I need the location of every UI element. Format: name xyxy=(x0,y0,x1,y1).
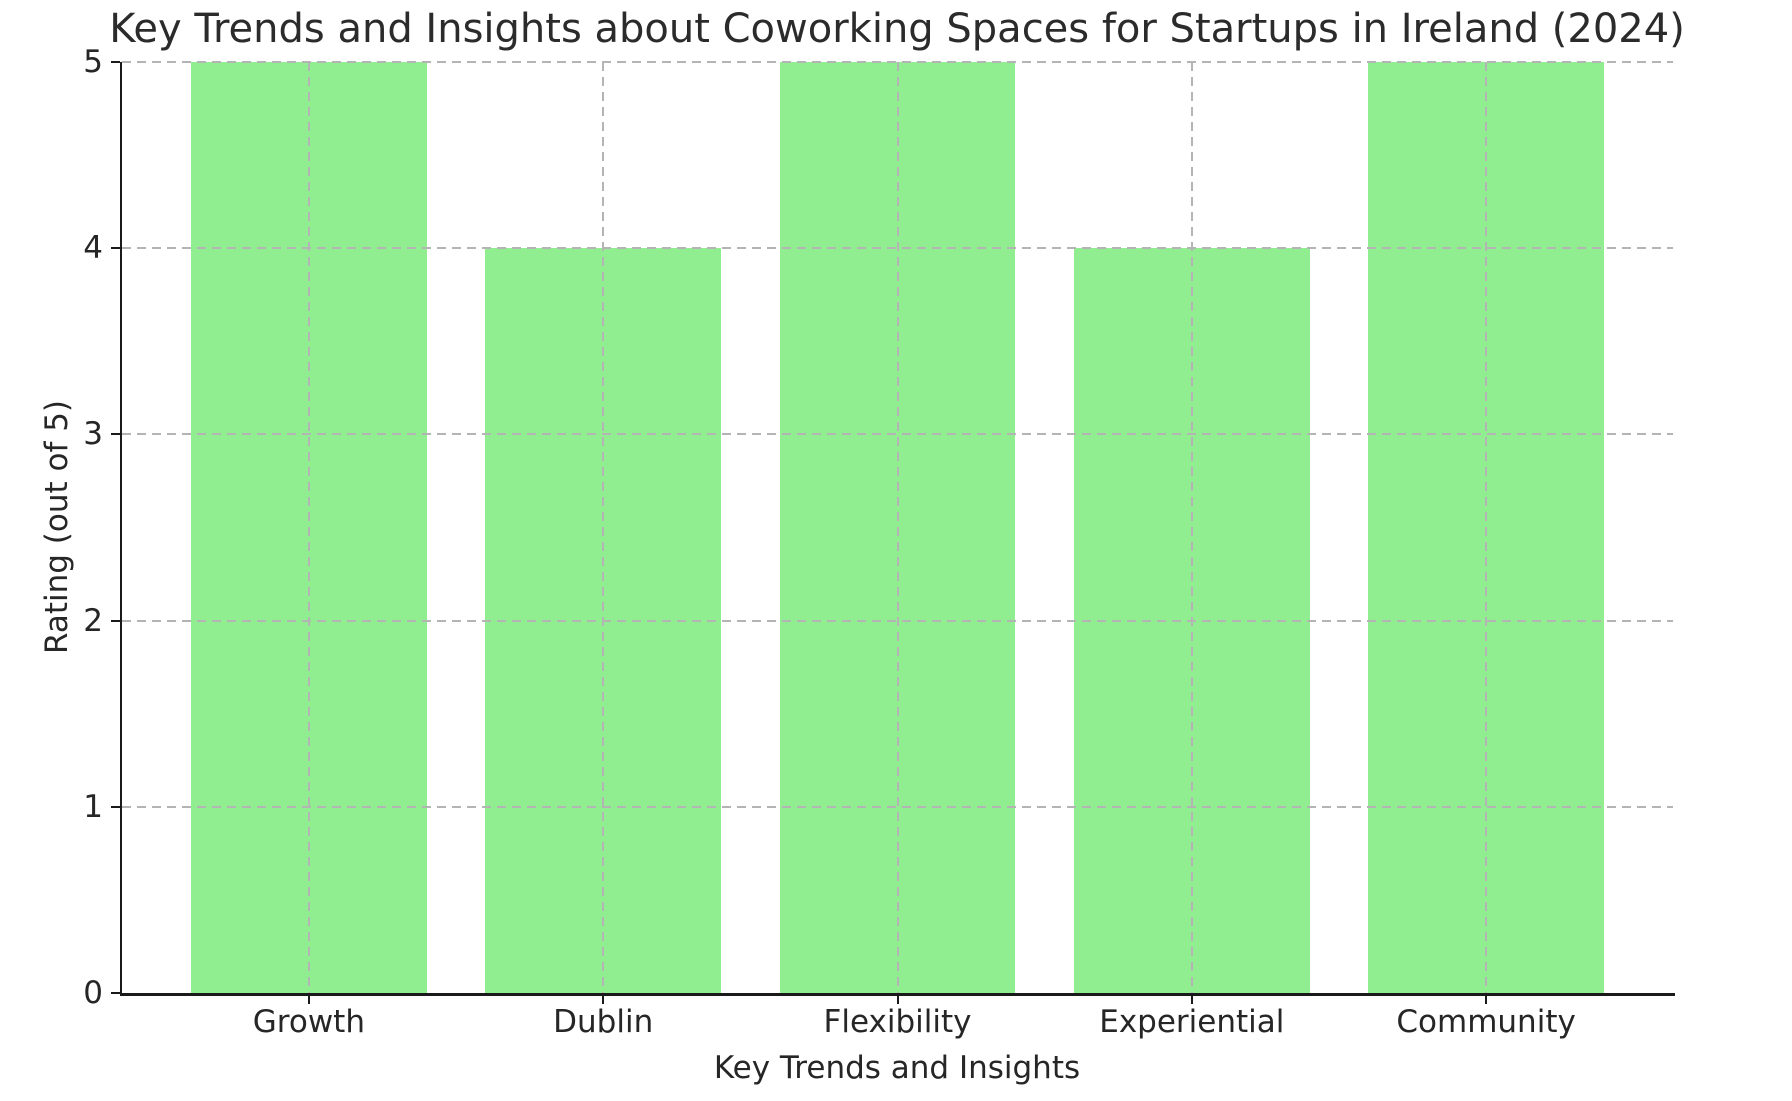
x-tick-mark-growth xyxy=(307,995,310,1004)
x-tick-mark-dublin xyxy=(602,995,605,1004)
x-tick-mark-experiential xyxy=(1190,995,1193,1004)
y-tick-mark-2 xyxy=(111,619,120,622)
chart-title: Key Trends and Insights about Coworking … xyxy=(109,6,1685,52)
gridline-x-growth xyxy=(307,62,310,993)
x-tick-mark-community xyxy=(1485,995,1488,1004)
y-axis-spine xyxy=(120,62,122,996)
y-tick-mark-4 xyxy=(111,247,120,250)
y-tick-mark-0 xyxy=(111,992,120,994)
x-tick-label-experiential: Experiential xyxy=(1099,1004,1285,1040)
y-tick-label-0: 0 xyxy=(83,975,103,1011)
plot-area xyxy=(122,61,1673,993)
y-tick-label-4: 4 xyxy=(83,230,103,267)
x-tick-label-growth: Growth xyxy=(252,1004,365,1040)
x-tick-mark-flexibility xyxy=(896,995,899,1004)
y-tick-label-2: 2 xyxy=(83,602,103,639)
x-axis-label: Key Trends and Insights xyxy=(713,1050,1081,1086)
x-tick-label-flexibility: Flexibility xyxy=(823,1004,972,1040)
y-tick-label-1: 1 xyxy=(83,788,103,825)
gridline-x-experiential xyxy=(1190,62,1193,993)
y-tick-mark-1 xyxy=(111,805,120,808)
y-tick-mark-3 xyxy=(111,433,120,436)
x-axis-spine xyxy=(120,993,1675,996)
x-tick-label-dublin: Dublin xyxy=(553,1004,654,1040)
y-tick-mark-5 xyxy=(111,61,120,63)
gridline-x-flexibility xyxy=(896,62,899,993)
gridline-x-community xyxy=(1485,62,1488,993)
x-tick-label-community: Community xyxy=(1396,1004,1576,1040)
y-tick-label-5: 5 xyxy=(83,44,103,80)
gridline-x-dublin xyxy=(602,62,605,993)
y-tick-label-3: 3 xyxy=(83,416,103,453)
